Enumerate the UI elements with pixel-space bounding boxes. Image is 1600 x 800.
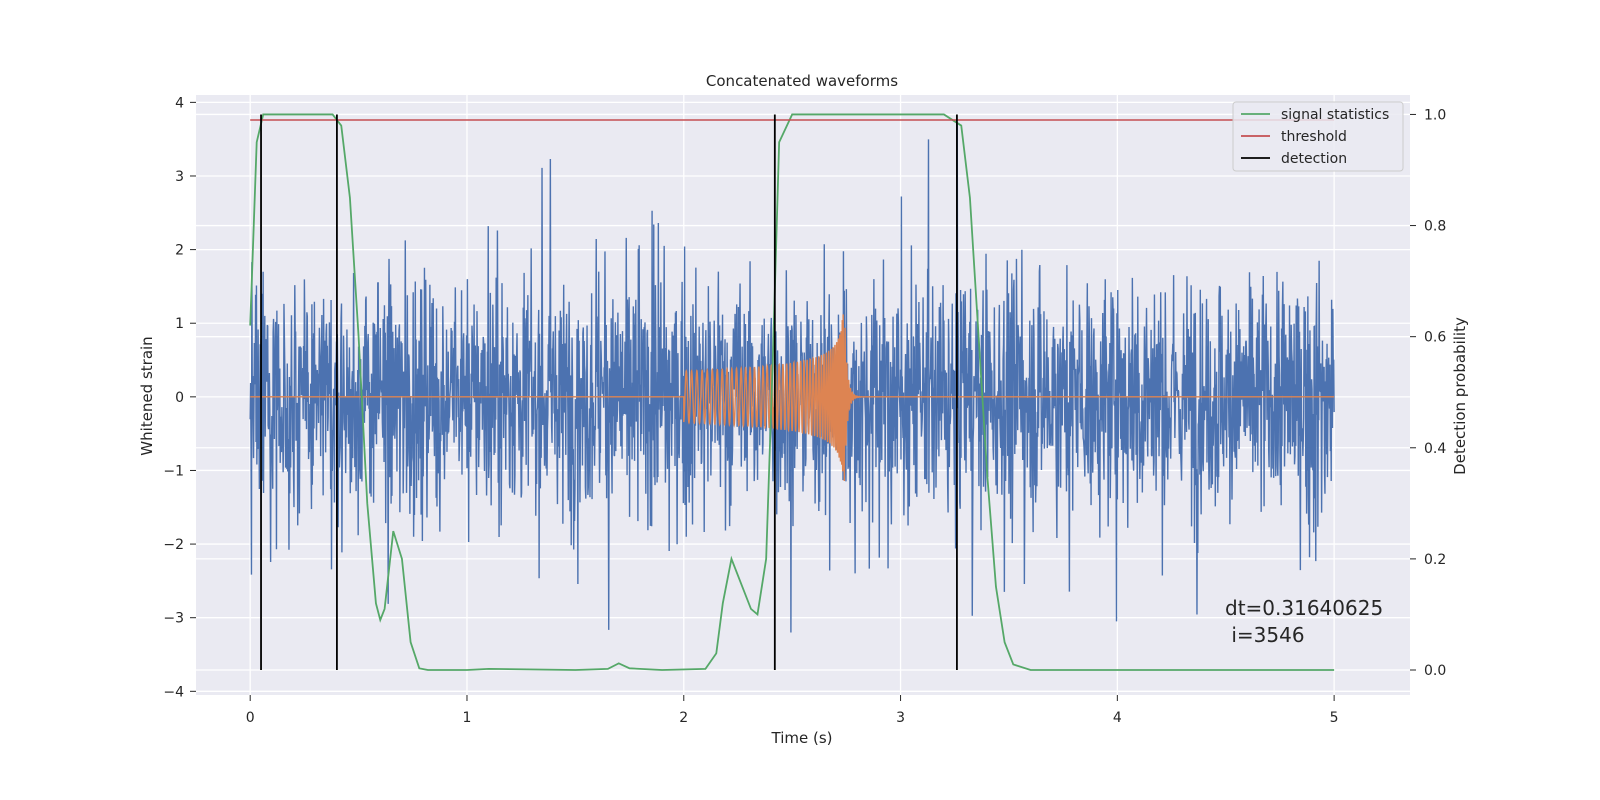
legend: signal statistics threshold detection (1232, 101, 1404, 172)
y-right-tick-label-2: 0.4 (1424, 441, 1446, 457)
y-right-tick-label-5: 1.0 (1424, 107, 1446, 123)
series-injected-signal (250, 314, 1335, 482)
y-right-tick-label-0: 0.0 (1424, 663, 1446, 679)
y-right-tick-label-1: 0.2 (1424, 552, 1446, 568)
x-axis-ticks: 0 1 2 3 4 5 (246, 695, 1339, 726)
y-left-tick-label-8: 4 (175, 95, 184, 111)
legend-box (1232, 101, 1404, 172)
legend-label-signal-statistics: signal statistics (1281, 107, 1389, 123)
x-tick-label-5: 5 (1330, 710, 1339, 726)
y-left-tick-label-7: 3 (175, 169, 184, 185)
y-left-tick-label-1: −3 (163, 611, 184, 627)
legend-label-detection: detection (1281, 151, 1347, 167)
series-signal-statistics (249, 113, 1335, 671)
y-right-tick-label-3: 0.6 (1424, 330, 1446, 346)
y-left-tick-label-4: 0 (175, 390, 184, 406)
y-left-tick-label-6: 2 (175, 243, 184, 259)
data-layer (249, 113, 1335, 671)
x-tick-label-4: 4 (1113, 710, 1122, 726)
y-right-tick-label-4: 0.8 (1424, 219, 1446, 235)
x-tick-label-0: 0 (246, 710, 255, 726)
y-axis-left-ticks: −4 −3 −2 −1 0 1 2 3 4 (163, 95, 196, 700)
annotation-dt: dt=0.31640625 (1225, 596, 1383, 620)
series-detection (260, 114, 958, 670)
y-axis-right-ticks: 0.0 0.2 0.4 0.6 0.8 1.0 (1410, 107, 1446, 679)
y-left-tick-label-2: −2 (163, 537, 184, 553)
legend-label-threshold: threshold (1281, 129, 1347, 145)
y-axis-left-label: Whitened strain (138, 336, 156, 455)
series-whitened-strain-noise (249, 124, 1335, 633)
x-tick-label-2: 2 (679, 710, 688, 726)
chart-title: Concatenated waveforms (706, 72, 898, 90)
y-axis-right-label: Detection probability (1451, 317, 1469, 475)
y-left-tick-label-0: −4 (163, 684, 184, 700)
x-axis-label: Time (s) (771, 729, 833, 747)
y-left-tick-label-5: 1 (175, 316, 184, 332)
y-left-tick-label-3: −1 (163, 463, 184, 479)
x-tick-label-3: 3 (896, 710, 905, 726)
x-tick-label-1: 1 (463, 710, 472, 726)
annotation-index: i=3546 (1225, 623, 1305, 647)
